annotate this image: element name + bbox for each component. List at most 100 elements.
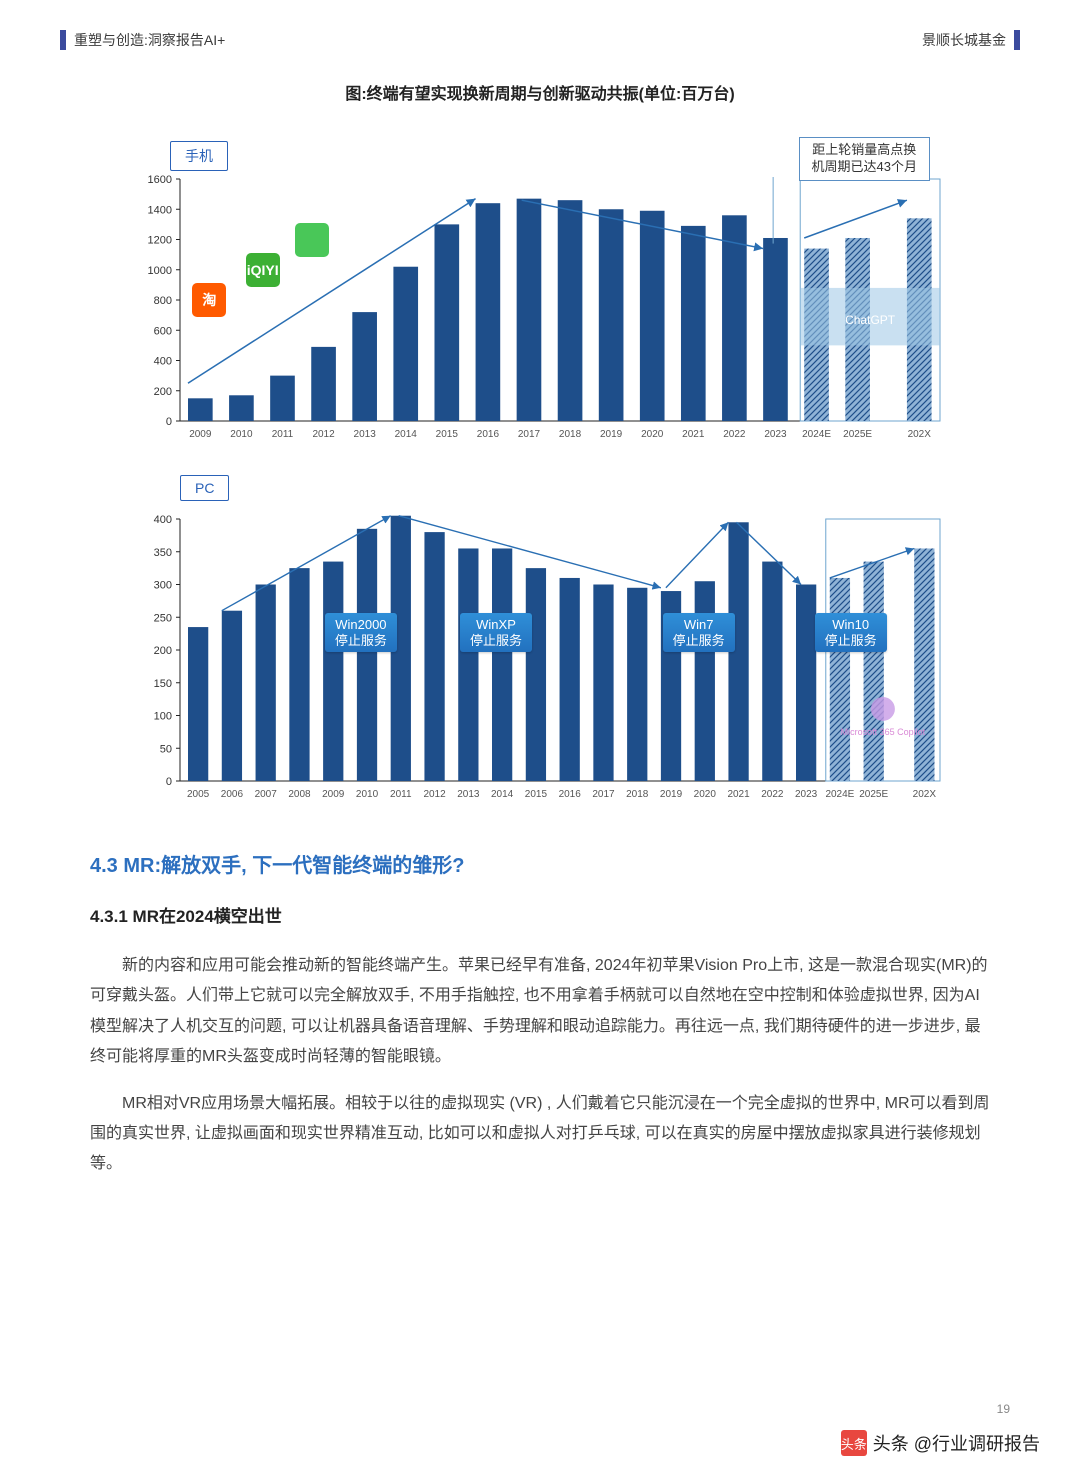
win-badge: Win10停止服务 xyxy=(815,613,887,652)
xtick-label: 2017 xyxy=(518,429,541,440)
xtick-label: 2015 xyxy=(436,429,459,440)
win-badge: WinXP停止服务 xyxy=(460,613,532,652)
bar xyxy=(352,312,377,421)
xtick-label: 2022 xyxy=(723,429,746,440)
bar xyxy=(492,548,512,781)
pc-label: PC xyxy=(180,475,229,501)
xtick-label: 2024E xyxy=(825,789,854,800)
xtick-label: 2025E xyxy=(843,429,872,440)
ytick-label: 100 xyxy=(154,711,172,723)
bar xyxy=(796,585,816,782)
xtick-label: 2007 xyxy=(255,789,278,800)
bar xyxy=(323,562,343,781)
section-heading: 4.3 MR:解放双手, 下一代智能终端的雏形? xyxy=(90,849,1020,878)
sub-heading: 4.3.1 MR在2024横空出世 xyxy=(90,902,1020,927)
xtick-label: 2010 xyxy=(356,789,379,800)
bar xyxy=(526,568,546,781)
xtick-label: 2011 xyxy=(272,429,294,440)
toutiao-icon: 头条 xyxy=(841,1430,867,1456)
xtick-label: 2017 xyxy=(592,789,615,800)
page-number: 19 xyxy=(997,1402,1010,1416)
ytick-label: 400 xyxy=(154,514,172,526)
xtick-label: 2010 xyxy=(230,429,253,440)
ytick-label: 350 xyxy=(154,547,172,559)
bar xyxy=(458,548,478,781)
paragraph-1: 新的内容和应用可能会推动新的智能终端产生。苹果已经早有准备, 2024年初苹果V… xyxy=(90,951,990,1073)
xtick-label: 2025E xyxy=(859,789,888,800)
bar xyxy=(393,267,418,421)
ytick-label: 0 xyxy=(166,776,172,788)
ytick-label: 200 xyxy=(154,386,172,398)
paragraph-2: MR相对VR应用场景大幅拓展。相较于以往的虚拟现实 (VR) , 人们戴着它只能… xyxy=(90,1089,990,1180)
xtick-label: 2011 xyxy=(390,789,412,800)
xtick-label: 202X xyxy=(908,429,932,440)
xtick-label: 2023 xyxy=(764,429,787,440)
xtick-label: 2021 xyxy=(727,789,750,800)
ytick-label: 0 xyxy=(166,416,172,428)
bar xyxy=(434,224,459,421)
bar xyxy=(188,627,208,781)
bar xyxy=(517,199,542,421)
bar xyxy=(188,398,213,421)
copilot-label: Microsoft 365 Copilot xyxy=(841,727,926,737)
xtick-label: 2015 xyxy=(525,789,548,800)
xtick-label: 2019 xyxy=(600,429,623,440)
bar xyxy=(640,211,665,421)
phone-label: 手机 xyxy=(170,141,228,171)
xtick-label: 2013 xyxy=(457,789,480,800)
xtick-label: 2006 xyxy=(221,789,244,800)
ytick-label: 1400 xyxy=(148,204,172,216)
xtick-label: 2014 xyxy=(491,789,514,800)
bar xyxy=(270,376,295,421)
chatgpt-label: ChatGPT xyxy=(845,313,896,327)
xtick-label: 2018 xyxy=(559,429,582,440)
win-badge: Win2000停止服务 xyxy=(325,613,397,652)
xtick-label: 2013 xyxy=(354,429,377,440)
xtick-label: 2020 xyxy=(641,429,664,440)
watermark: 头条 头条 @行业调研报告 xyxy=(841,1430,1040,1456)
xtick-label: 2012 xyxy=(312,429,335,440)
xtick-label: 2012 xyxy=(423,789,446,800)
xtick-label: 2009 xyxy=(322,789,345,800)
xtick-label: 2020 xyxy=(694,789,717,800)
ytick-label: 400 xyxy=(154,356,172,368)
bar xyxy=(864,562,884,781)
ytick-label: 200 xyxy=(154,645,172,657)
phone-chart: 手机 距上轮销量高点换机周期已达43个月 0200400600800100012… xyxy=(130,129,950,449)
xtick-label: 2018 xyxy=(626,789,649,800)
header-right: 景顺长城基金 xyxy=(922,30,1020,50)
bar xyxy=(762,562,782,781)
ytick-label: 1000 xyxy=(148,265,172,277)
bar xyxy=(357,529,377,781)
xtick-label: 2022 xyxy=(761,789,784,800)
bar xyxy=(560,578,580,781)
ytick-label: 600 xyxy=(154,325,172,337)
ytick-label: 50 xyxy=(160,743,172,755)
bar xyxy=(222,611,242,781)
wechat-icon xyxy=(295,223,329,257)
chart-title: 图:终端有望实现换新周期与创新驱动共振(单位:百万台) xyxy=(60,80,1020,104)
xtick-label: 2016 xyxy=(559,789,582,800)
bar xyxy=(681,226,706,421)
xtick-label: 2019 xyxy=(660,789,683,800)
bar xyxy=(627,588,647,781)
bar xyxy=(289,568,309,781)
xtick-label: 2021 xyxy=(682,429,705,440)
xtick-label: 2008 xyxy=(288,789,311,800)
bar xyxy=(763,238,788,421)
win-badge: Win7停止服务 xyxy=(663,613,735,652)
bar xyxy=(599,209,624,421)
taobao-icon: 淘 xyxy=(192,283,226,317)
bar xyxy=(830,578,850,781)
xtick-label: 2009 xyxy=(189,429,212,440)
xtick-label: 2023 xyxy=(795,789,818,800)
bar xyxy=(311,347,336,421)
xtick-label: 202X xyxy=(913,789,937,800)
bar xyxy=(424,532,444,781)
ytick-label: 1200 xyxy=(148,235,172,247)
xtick-label: 2024E xyxy=(802,429,831,440)
xtick-label: 2005 xyxy=(187,789,210,800)
bar xyxy=(558,200,583,421)
bar xyxy=(229,395,254,421)
xtick-label: 2014 xyxy=(395,429,418,440)
